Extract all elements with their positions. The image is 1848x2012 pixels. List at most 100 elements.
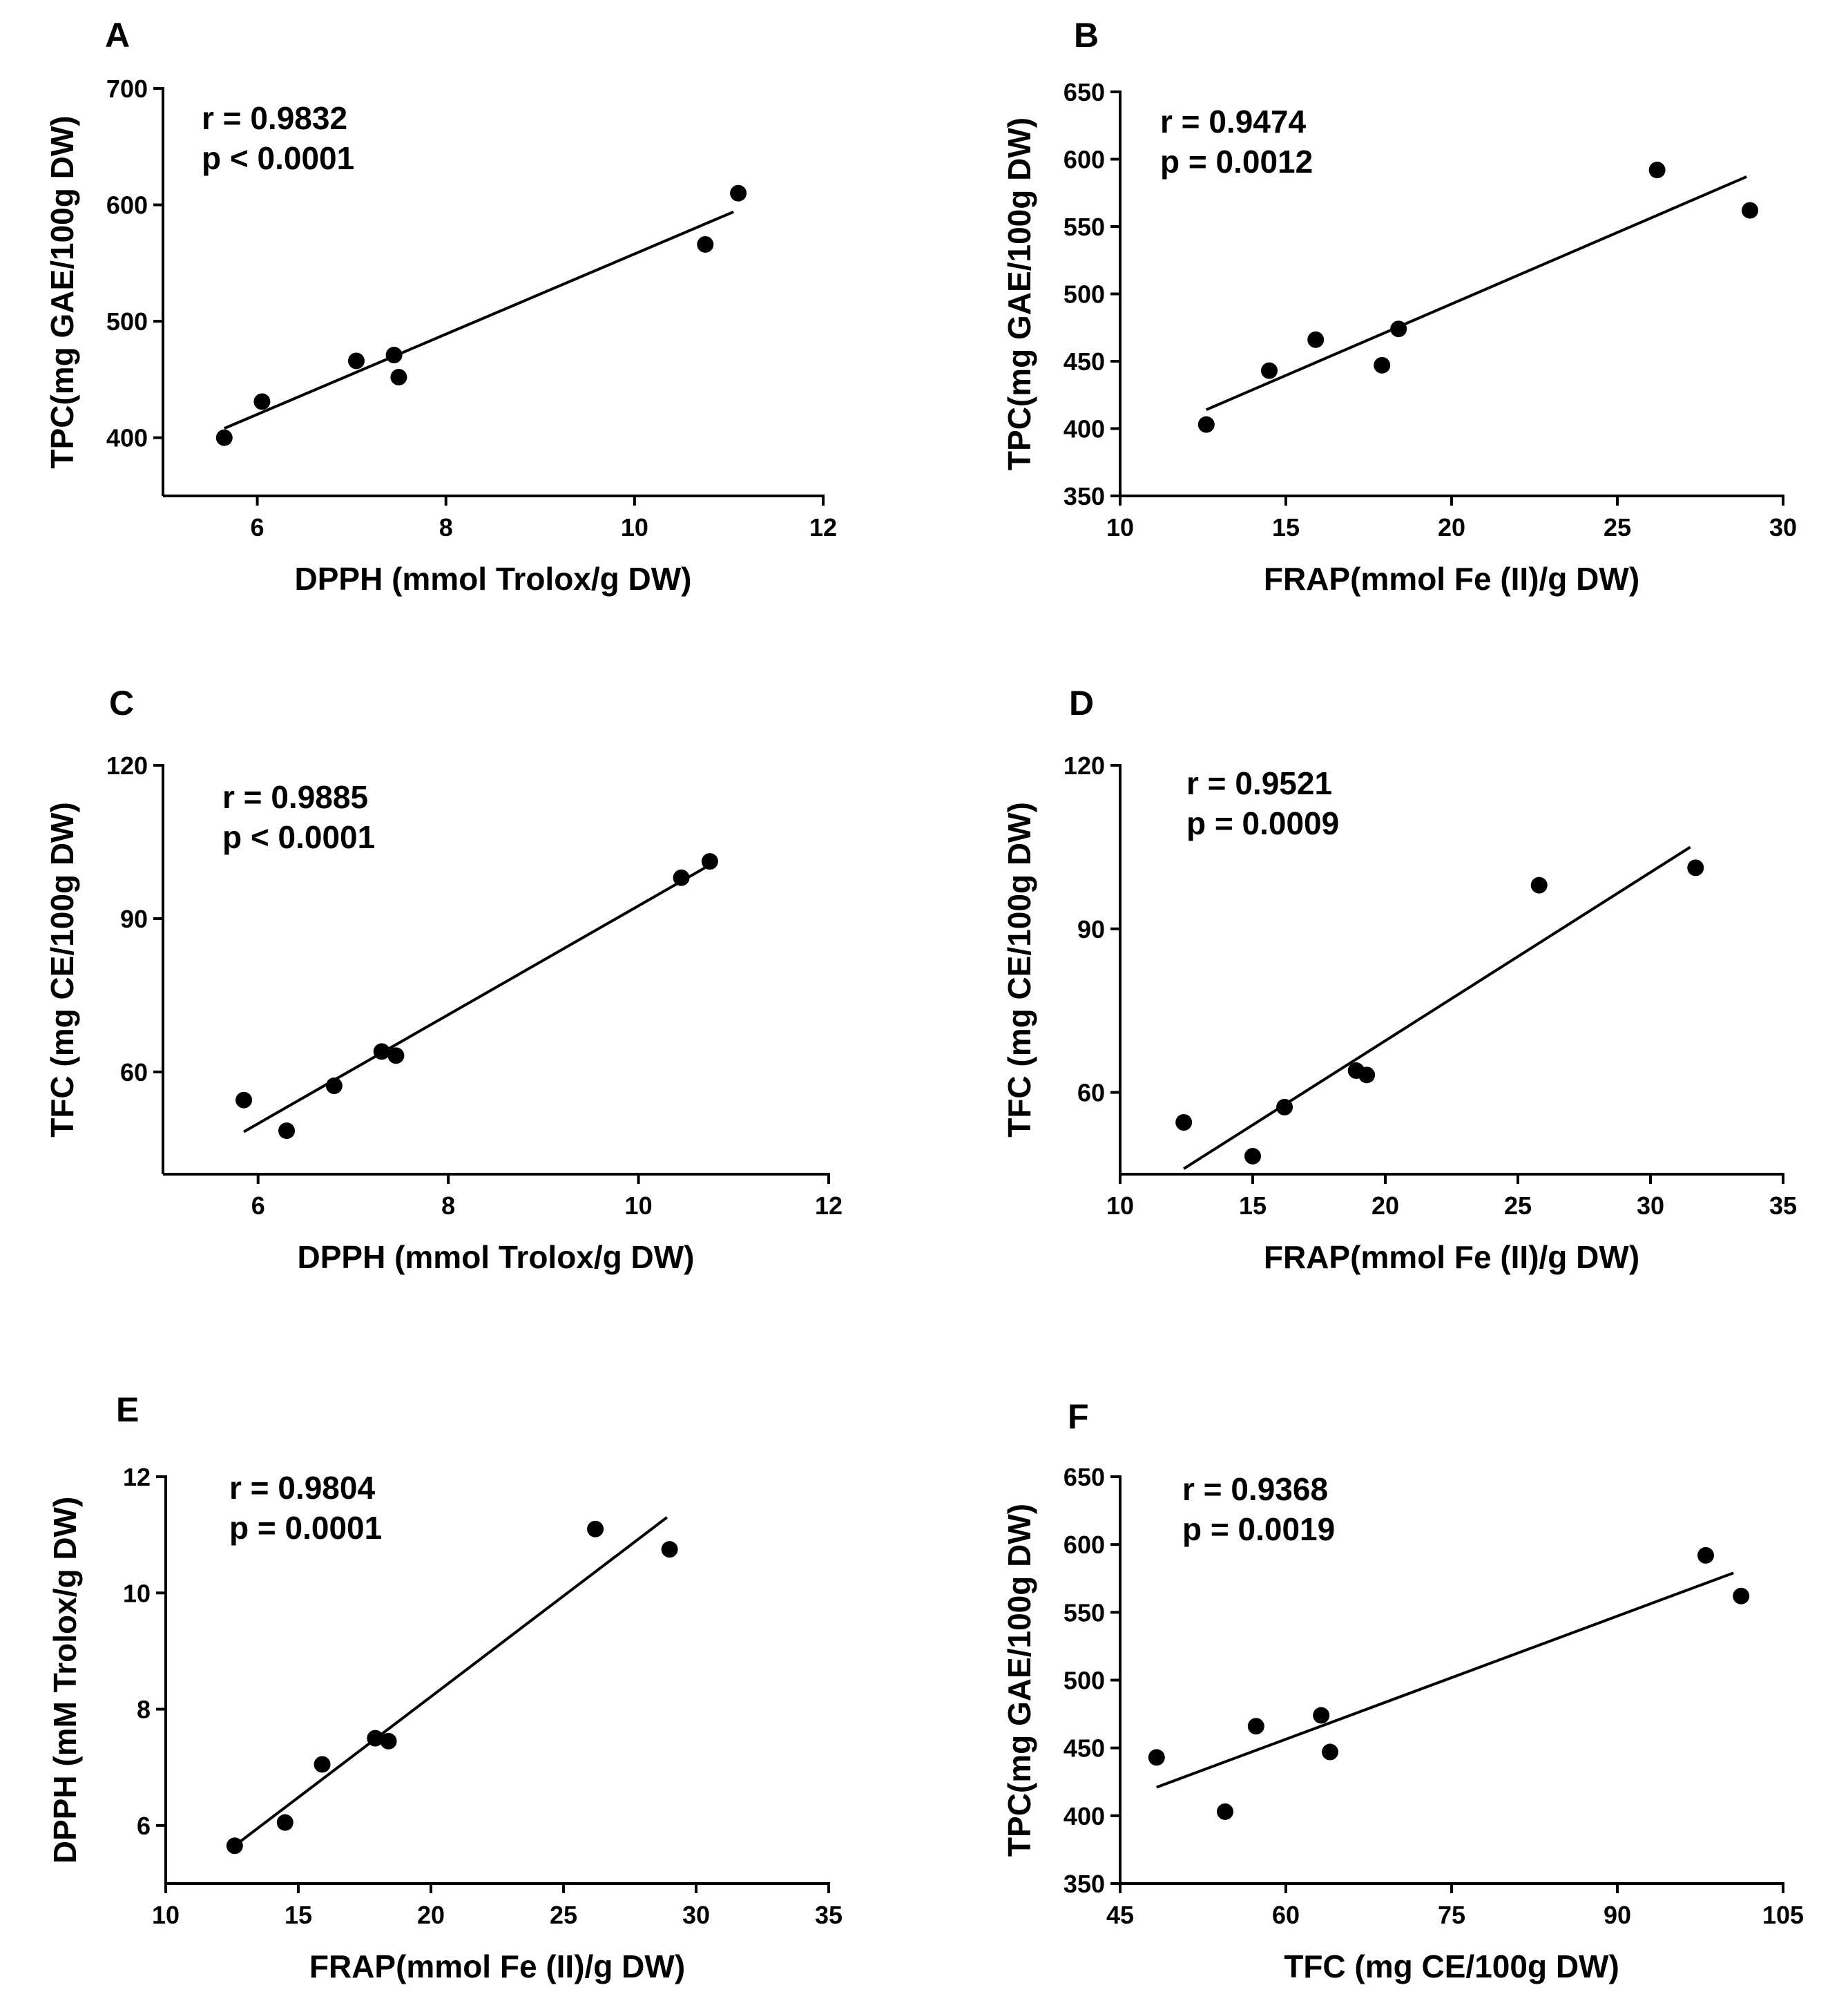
- data-point: [314, 1756, 331, 1773]
- x-tick-label: 105: [1762, 1901, 1804, 1929]
- data-point: [235, 1091, 253, 1109]
- data-point: [730, 184, 747, 202]
- p-value: p = 0.0012: [1160, 144, 1313, 180]
- data-point: [390, 369, 407, 386]
- data-point: [1687, 859, 1704, 876]
- y-axis-title: TFC (mg CE/100g DW): [44, 802, 80, 1138]
- panel-c: C r = 0.9885 p < 0.0001 DPPH (mmol Trolo…: [44, 684, 843, 1275]
- panel-f: F r = 0.9368 p = 0.0019 TFC (mg CE/100g …: [1001, 1397, 1804, 1984]
- panel-e: E r = 0.9804 p = 0.0001 FRAP(mmol Fe (II…: [47, 1390, 843, 1984]
- y-tick-label: 8: [137, 1696, 151, 1724]
- x-tick-label: 8: [441, 1191, 455, 1220]
- data-point: [278, 1122, 296, 1140]
- y-tick-label: 350: [1063, 482, 1105, 510]
- data-point: [1261, 362, 1278, 379]
- y-tick-label: 450: [1063, 347, 1105, 376]
- y-tick-label: 60: [120, 1058, 148, 1086]
- data-point: [673, 869, 690, 886]
- y-axis-title: TPC(mg GAE/100g DW): [1001, 117, 1037, 470]
- y-axis-title: TPC(mg GAE/100g DW): [1001, 1504, 1037, 1857]
- y-axis-title: TFC (mg CE/100g DW): [1001, 802, 1037, 1138]
- x-tick-label: 6: [251, 513, 264, 542]
- data-point: [1733, 1587, 1750, 1604]
- data-point: [373, 1043, 390, 1060]
- data-point: [226, 1837, 243, 1855]
- y-axis-title: TPC(mg GAE/100g DW): [44, 115, 80, 468]
- x-tick-label: 25: [1504, 1191, 1532, 1220]
- panel-label: D: [1069, 684, 1094, 722]
- panel-a: A r = 0.9832 p < 0.0001 DPPH (mmol Trolo…: [44, 16, 837, 597]
- data-point: [697, 236, 714, 253]
- data-point: [385, 347, 403, 364]
- p-value: p = 0.0019: [1182, 1511, 1335, 1547]
- data-point: [1322, 1743, 1338, 1761]
- panel-b: B r = 0.9474 p = 0.0012 FRAP(mmol Fe (II…: [1001, 16, 1797, 597]
- data-point: [1247, 1718, 1264, 1735]
- regression-line: [233, 1516, 668, 1847]
- data-point: [1197, 416, 1215, 433]
- data-point: [1648, 162, 1666, 179]
- data-point: [347, 352, 365, 370]
- data-point: [1742, 202, 1758, 219]
- y-tick-label: 550: [1063, 1598, 1105, 1627]
- y-tick-label: 650: [1063, 1463, 1105, 1491]
- x-axis-title: FRAP(mmol Fe (II)/g DW): [1264, 1239, 1639, 1275]
- y-tick-label: 700: [106, 75, 148, 103]
- y-tick-label: 60: [1077, 1079, 1105, 1107]
- x-tick-label: 35: [815, 1901, 843, 1929]
- data-point: [253, 393, 271, 410]
- regression-line: [243, 863, 711, 1133]
- x-tick-label: 15: [285, 1901, 312, 1929]
- data-point: [380, 1732, 397, 1750]
- p-value: p = 0.0009: [1186, 805, 1339, 841]
- x-tick-label: 8: [439, 513, 453, 542]
- data-point: [367, 1730, 384, 1747]
- x-tick-label: 20: [1438, 513, 1465, 542]
- data-point: [1530, 876, 1548, 894]
- x-tick-label: 10: [1106, 513, 1134, 542]
- y-tick-label: 120: [1063, 751, 1105, 780]
- data-point: [325, 1077, 343, 1094]
- correlation-r: r = 0.9474: [1160, 104, 1306, 140]
- data-point: [1697, 1546, 1714, 1564]
- panel-label: C: [109, 684, 134, 722]
- y-tick-label: 600: [1063, 1531, 1105, 1559]
- x-axis-title: TFC (mg CE/100g DW): [1284, 1948, 1619, 1984]
- x-tick-label: 60: [1272, 1901, 1300, 1929]
- data-point: [1374, 356, 1391, 374]
- regression-line: [223, 210, 735, 430]
- data-point: [1307, 331, 1325, 348]
- correlation-r: r = 0.9832: [202, 100, 347, 136]
- y-tick-label: 650: [1063, 78, 1105, 106]
- y-tick-label: 400: [1063, 415, 1105, 443]
- y-tick-label: 500: [1063, 1667, 1105, 1695]
- panel-label: B: [1074, 16, 1099, 55]
- x-tick-label: 25: [1604, 513, 1631, 542]
- x-tick-label: 25: [550, 1901, 577, 1929]
- y-tick-label: 12: [123, 1463, 151, 1491]
- data-point: [1175, 1114, 1193, 1131]
- y-tick-label: 500: [1063, 280, 1105, 309]
- x-tick-label: 10: [621, 513, 648, 542]
- x-tick-label: 10: [1106, 1191, 1134, 1220]
- panel-label: A: [105, 16, 130, 55]
- x-axis-title: DPPH (mmol Trolox/g DW): [298, 1239, 695, 1275]
- y-tick-label: 600: [1063, 146, 1105, 174]
- data-point: [1276, 1098, 1293, 1115]
- correlation-r: r = 0.9521: [1186, 765, 1332, 801]
- x-tick-label: 15: [1239, 1191, 1267, 1220]
- y-tick-label: 120: [106, 751, 148, 780]
- regression-line: [1206, 175, 1747, 412]
- correlation-r: r = 0.9885: [222, 779, 368, 815]
- x-tick-label: 30: [1769, 513, 1797, 542]
- x-tick-label: 6: [251, 1191, 265, 1220]
- x-tick-label: 20: [417, 1901, 445, 1929]
- correlation-r: r = 0.9804: [229, 1470, 375, 1506]
- y-tick-label: 400: [106, 424, 148, 452]
- data-point: [1148, 1749, 1165, 1766]
- regression-line: [1183, 845, 1691, 1170]
- x-tick-label: 35: [1769, 1191, 1797, 1220]
- panel-label: F: [1068, 1397, 1089, 1436]
- y-tick-label: 500: [106, 307, 148, 336]
